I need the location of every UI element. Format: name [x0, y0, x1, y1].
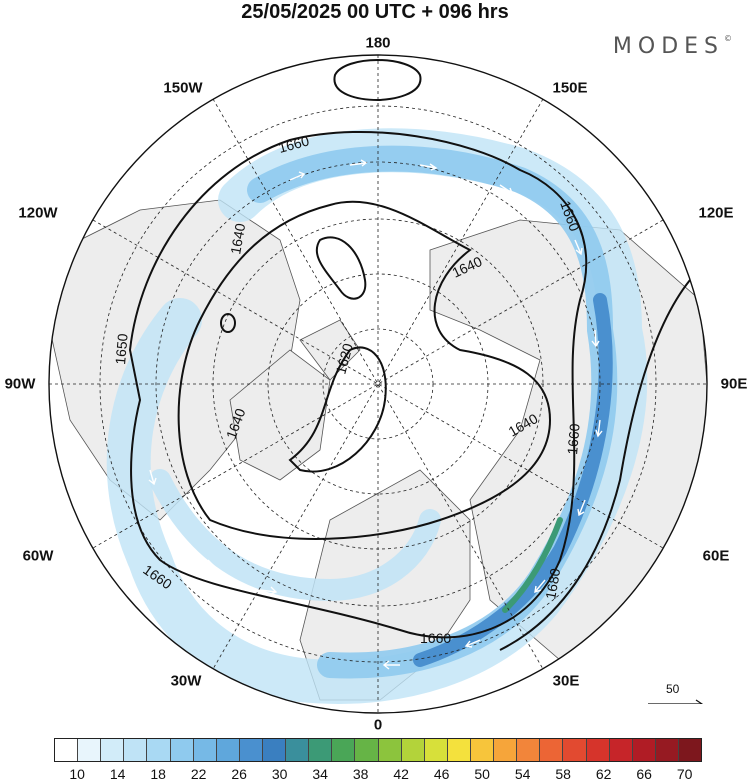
graticule	[49, 55, 707, 713]
brand-mark: ©	[724, 34, 732, 43]
lon-label-90e: 90E	[720, 375, 748, 393]
colorbar-cell	[262, 739, 287, 761]
colorbar-cell	[424, 739, 448, 761]
colorbar-tick-label: 42	[393, 766, 409, 782]
contour-1660-outer	[128, 131, 588, 639]
contour-label: 1680	[542, 567, 563, 601]
colorbar-cell	[470, 739, 495, 761]
wind-vectors	[148, 159, 603, 670]
colorbar-cell	[609, 739, 633, 761]
brand-logo: MODES©	[613, 34, 732, 59]
colorbar-cell	[124, 739, 148, 761]
colorbar-cell	[378, 739, 402, 761]
colorbar-cell	[355, 739, 379, 761]
colorbar-tick-label: 54	[514, 766, 531, 782]
map-title: 25/05/2025 00 UTC + 096 hrs	[241, 1, 509, 23]
lon-label-180: 180	[365, 34, 391, 52]
colorbar-cell	[216, 739, 240, 761]
colorbar-cell	[494, 739, 518, 761]
land-greenland	[229, 349, 331, 481]
contour-label: 1620	[332, 341, 356, 375]
reference-vector-label: 50	[666, 682, 680, 696]
colorbar-tick-label: 26	[231, 766, 247, 782]
height-contours	[128, 59, 691, 651]
lon-label-120w: 120W	[18, 204, 58, 222]
contour-1640-small	[315, 236, 367, 300]
colorbar-tick-label: 10	[69, 766, 85, 782]
contour-label: 1660	[277, 132, 311, 156]
lon-label-30w: 30W	[170, 672, 202, 690]
lon-label-0: 0	[373, 716, 383, 734]
jet-band-atlantic	[149, 469, 441, 602]
colorbar-cell	[286, 739, 310, 761]
colorbar-cell	[586, 739, 610, 761]
colorbar-cell	[55, 739, 79, 761]
colorbar-tick-label: 34	[312, 766, 328, 782]
colorbar-tick-label: 30	[271, 766, 288, 782]
colorbar-tick-label: 70	[676, 766, 693, 782]
colorbar-cell	[239, 739, 263, 761]
colorbar-cell	[101, 739, 125, 761]
wind-speed-shading	[106, 128, 648, 704]
colorbar-cell	[563, 739, 587, 761]
wind-speed-colorbar	[54, 738, 702, 762]
colorbar-tick-label: 50	[474, 766, 490, 782]
colorbar-tick-label: 62	[595, 766, 612, 782]
contour-label: 1660	[564, 423, 583, 456]
lon-label-30e: 30E	[552, 672, 580, 690]
lon-label-90w: 90W	[4, 375, 36, 393]
colorbar-tick-label: 46	[433, 766, 450, 782]
lon-label-150e: 150E	[552, 79, 588, 97]
colorbar-cell	[332, 739, 356, 761]
contour-top-cap	[333, 59, 422, 102]
lon-label-150w: 150W	[163, 79, 203, 97]
colorbar-cell	[447, 739, 471, 761]
colorbar-tick-label: 66	[636, 766, 652, 782]
colorbar-cell	[78, 739, 102, 761]
colorbar-cell	[170, 739, 194, 761]
colorbar-tick-label: 38	[352, 766, 369, 782]
polar-map: 1660 1640 1660 1640 1650 1620 1640 1640 …	[48, 54, 708, 714]
colorbar-cell	[632, 739, 656, 761]
contour-1680	[499, 279, 691, 651]
contour-label: 1640	[227, 222, 248, 256]
lon-label-60e: 60E	[702, 547, 730, 565]
colorbar-cell	[678, 739, 702, 761]
contour-1640	[177, 200, 552, 540]
contour-label: 1650	[112, 333, 131, 366]
reference-vector-arrow	[648, 699, 704, 704]
colorbar-cell	[540, 739, 564, 761]
colorbar-tick-label: 22	[190, 766, 207, 782]
colorbar-cell	[193, 739, 217, 761]
colorbar-cell	[309, 739, 333, 761]
brand-name: MODES	[612, 34, 724, 59]
colorbar-tick-label: 14	[109, 766, 126, 782]
map-border	[48, 54, 708, 714]
colorbar-cell	[401, 739, 425, 761]
contour-closed-low	[220, 313, 236, 333]
lon-label-120e: 120E	[698, 204, 734, 222]
colorbar-cell	[517, 739, 541, 761]
colorbar-tick-label: 58	[555, 766, 571, 782]
colorbar-cell	[147, 739, 171, 761]
lon-label-60w: 60W	[22, 547, 54, 565]
contour-label: 1660	[420, 630, 451, 646]
colorbar-tick-label: 18	[150, 766, 166, 782]
jet-band-max	[502, 517, 563, 613]
colorbar-cell	[655, 739, 679, 761]
contour-1620	[288, 346, 387, 473]
